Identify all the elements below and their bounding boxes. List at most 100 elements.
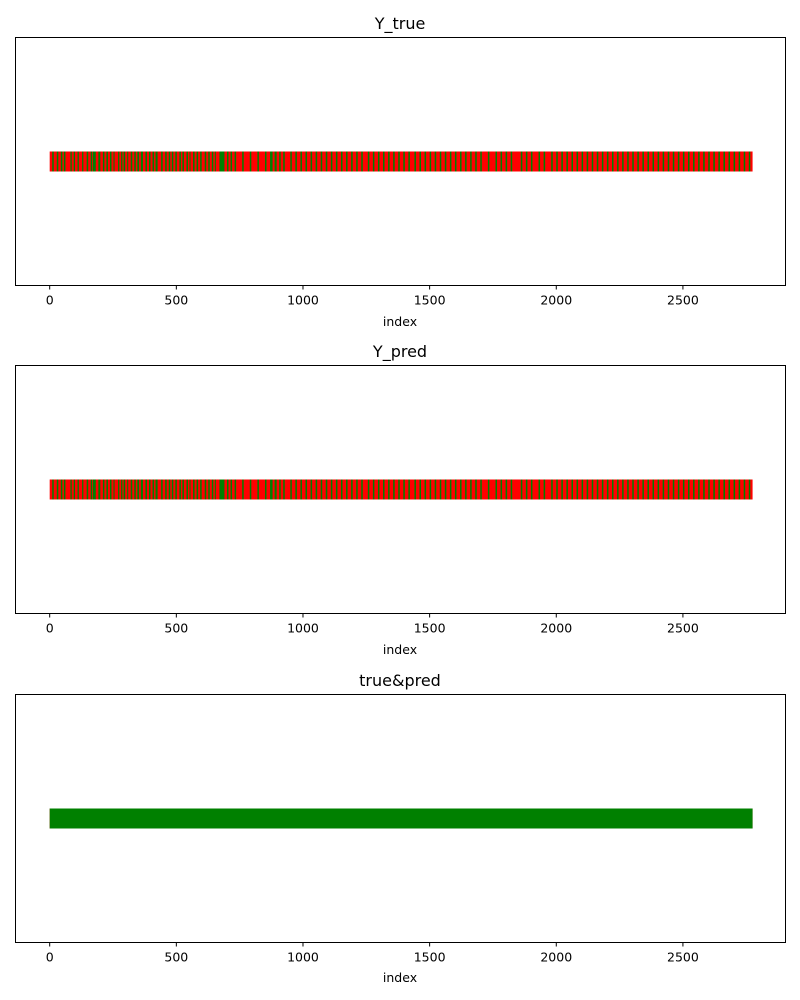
barcode-strip [49,808,753,829]
barcode-segment [647,479,649,500]
barcode-segment [86,151,89,172]
barcode-segment [388,479,390,500]
barcode-segment [148,479,151,500]
barcode-segment [454,151,457,172]
barcode-segment [424,151,427,172]
barcode-segment [505,479,508,500]
barcode-segment [475,151,477,172]
barcode-segment [487,479,490,500]
x-tick-label: 0 [46,293,54,308]
barcode-segment [708,151,710,172]
barcode-strip [49,151,753,172]
barcode-segment [576,479,579,500]
barcode-segment [204,151,207,172]
barcode-segment [393,479,395,500]
barcode-segment [127,151,129,172]
barcode-segment [361,151,363,172]
barcode-segment [86,479,89,500]
barcode-segment [414,479,416,500]
barcode-segment [728,151,731,172]
barcode-segment [230,151,233,172]
barcode-segment [60,479,63,500]
x-tick-label: 1500 [414,621,446,636]
barcode-segment [257,479,259,500]
x-tick-label: 2500 [667,621,699,636]
barcode-segment [77,151,79,172]
barcode-segment [234,479,237,500]
x-axis-label: index [383,642,417,657]
barcode-segment [738,151,741,172]
barcode-segment [137,479,140,500]
barcode-segment [424,479,427,500]
barcode-segment [134,479,136,500]
barcode-segment [242,151,244,172]
barcode-segment [270,151,273,172]
x-tick-label: 2500 [667,293,699,308]
barcode-segment [123,479,126,500]
barcode-segment [601,479,604,500]
barcode-segment [520,479,523,500]
barcode-segment [505,151,508,172]
barcode-segment [708,479,710,500]
barcode-segment [460,151,462,172]
barcode-segment [230,479,233,500]
barcode-segment [743,479,746,500]
x-tick-label: 500 [164,621,188,636]
barcode-segment [148,151,151,172]
barcode-segment [591,151,594,172]
barcode-segment [677,151,680,172]
barcode-segment [249,479,252,500]
barcode-segment [274,151,277,172]
barcode-segment [367,479,370,500]
barcode-segment [204,479,207,500]
barcode-segment [175,151,177,172]
barcode-segment [556,479,558,500]
barcode-segment [693,151,695,172]
barcode-segment [500,479,503,500]
barcode-segment [330,479,333,500]
barcode-segment [155,151,158,172]
barcode-segment [320,479,323,500]
barcode-segment [340,151,343,172]
barcode-segment [738,479,741,500]
barcode-segment [219,479,225,500]
barcode-segment [454,479,457,500]
barcode-segment [372,479,375,500]
barcode-segment [581,151,584,172]
barcode-segment [687,151,690,172]
barcode-segment [186,479,188,500]
barcode-segment [315,479,318,500]
barcode-segment [300,151,302,172]
barcode-segment [551,151,553,172]
barcode-segment [419,151,422,172]
barcode-segment [510,151,513,172]
barcode-segment [723,479,725,500]
barcode-segment [449,151,452,172]
barcode-segment [118,151,120,172]
barcode-segment [168,151,171,172]
barcode-segment [249,151,252,172]
barcode-segment [121,151,123,172]
barcode-segment [525,151,528,172]
barcode-segment [113,151,115,172]
barcode-segment [90,479,92,500]
barcode-segment [140,479,143,500]
barcode-segment [310,479,313,500]
barcode-segment [403,479,405,500]
barcode-segment [211,151,214,172]
barcode-segment [723,151,725,172]
barcode-segment [196,151,199,172]
barcode-segment [538,151,541,172]
barcode-segment [123,151,126,172]
barcode-segment [627,151,629,172]
barcode-segment [179,479,181,500]
barcode-segment [652,151,655,172]
barcode-segment [627,479,629,500]
barcode-segment [315,151,318,172]
barcode-segment [408,151,410,172]
x-tick-label: 2000 [540,293,572,308]
barcode-segment [102,479,105,500]
barcode-segment [200,151,202,172]
barcode-segment [346,151,348,172]
barcode-segment [283,151,285,172]
